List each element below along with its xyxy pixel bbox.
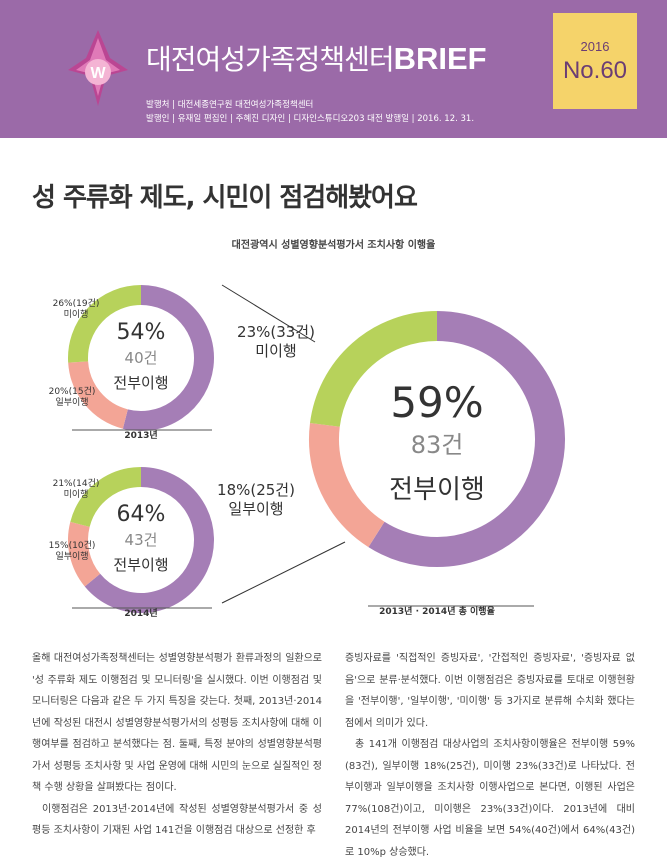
center-logo-icon: W (68, 30, 128, 106)
center-count: 40건 (124, 349, 158, 367)
body-column-right: 증빙자료를 '직접적인 증빙자료', '간접적인 증빙자료', '증빙자료 없음… (345, 648, 635, 863)
chart-title: 대전광역시 성별영향분석평가서 조치사항 이행율 (231, 240, 436, 251)
slice-label-value: 15%(10건) (48, 540, 96, 551)
zoom-connector-line-top (221, 284, 316, 343)
center-count: 43건 (124, 531, 158, 549)
page-headline: 성 주류화 제도, 시민이 점검해봤어요 (32, 183, 418, 213)
body-column-left: 올해 대전여성가족정책센터는 성별영향분석평가 환류과정의 일환으로 '성 주류… (32, 648, 322, 842)
publisher-line: 발행처 | 대전세종연구원 대전여성가족정책센터 (146, 100, 314, 110)
donut-slice-partial (309, 422, 385, 548)
slice-label-name: 일부이행 (55, 551, 89, 562)
issue-number: No.60 (562, 57, 628, 84)
slice-label-name: 미이행 (63, 309, 89, 320)
body-paragraph: 증빙자료를 '직접적인 증빙자료', '간접적인 증빙자료', '증빙자료 없음… (345, 653, 635, 729)
slice-label-name: 미이행 (63, 489, 89, 500)
donut-slice-none (310, 311, 438, 428)
donut-slice-partial (68, 521, 101, 587)
header-banner: W 대전여성가족정책센터BRIEF 발행처 | 대전세종연구원 대전여성가족정책… (0, 0, 667, 138)
issue-year: 2016 (580, 39, 610, 54)
brand-title: 대전여성가족정책센터BRIEF (146, 38, 487, 78)
slice-label-value: 20%(15건) (48, 386, 96, 397)
slice-label-name: 일부이행 (55, 397, 89, 408)
donut-slice-none (68, 285, 142, 363)
slice-label-value: 18%(25건) (217, 481, 295, 499)
body-paragraph: 이행점검은 2013년·2014년에 작성된 성별영향분석평가서 중 성평등 조… (32, 803, 322, 837)
slice-label-value: 26%(19건) (52, 298, 100, 309)
slice-label-name: 미이행 (255, 341, 297, 360)
center-label: 전부이행 (113, 556, 169, 574)
slice-label-name: 일부이행 (228, 499, 284, 518)
chart-period-label: 2013년 (124, 430, 158, 441)
center-percent: 54% (116, 319, 166, 345)
brand-title-suffix: BRIEF (393, 41, 487, 76)
center-percent: 64% (116, 501, 166, 527)
zoom-connector-line-bottom (221, 541, 346, 604)
body-paragraph: 올해 대전여성가족정책센터는 성별영향분석평가 환류과정의 일환으로 '성 주류… (32, 653, 322, 793)
donut-slice-complete (122, 285, 214, 431)
center-label: 전부이행 (113, 374, 169, 392)
issue-badge: 2016 No.60 (553, 13, 637, 109)
chart-period-label: 2013년 · 2014년 총 이행율 (379, 606, 495, 617)
brand-title-korean: 대전여성가족정책센터 (146, 43, 395, 76)
center-count: 83건 (410, 430, 464, 459)
center-label: 전부이행 (389, 475, 485, 506)
donut-slice-complete (84, 467, 214, 613)
donut-slice-complete (368, 311, 565, 567)
center-percent: 59% (390, 377, 484, 427)
donut-slice-none (70, 467, 142, 528)
donut-slice-partial (68, 360, 129, 429)
svg-text:W: W (90, 65, 106, 82)
donut-charts (68, 284, 565, 613)
slice-label-value: 23%(33건) (237, 323, 315, 341)
chart-period-label: 2014년 (124, 608, 158, 619)
slice-label-value: 21%(14건) (52, 478, 100, 489)
staff-line: 발행인 | 유재일 편집인 | 주혜진 디자인 | 디자인스튜디오203 대전 … (146, 114, 475, 124)
